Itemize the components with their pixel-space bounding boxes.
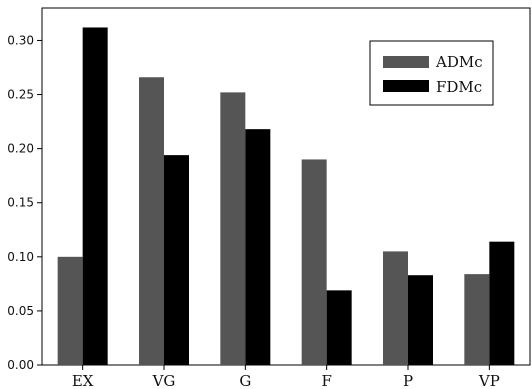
- bar-admc-vp: [464, 274, 490, 365]
- bar-fdmc-vp: [489, 241, 515, 365]
- y-tick-label: 0.20: [7, 142, 34, 156]
- bar-admc-f: [301, 159, 327, 365]
- x-tick-label: F: [321, 372, 331, 389]
- x-axis: EX VG G F P VP: [72, 365, 500, 389]
- y-tick-label: 0.15: [7, 196, 34, 210]
- legend-label-fdmc: FDMc: [436, 78, 482, 96]
- legend: ADMc FDMc: [369, 40, 494, 106]
- bar-admc-vg: [139, 77, 164, 366]
- x-tick-label: G: [239, 372, 251, 389]
- bar-admc-ex: [57, 256, 83, 365]
- bar-admc-g: [220, 92, 246, 365]
- bars: [57, 27, 515, 366]
- y-tick-label: 0.30: [7, 33, 34, 47]
- x-tick-label: VG: [152, 372, 176, 389]
- y-tick-label: 0.00: [7, 358, 34, 372]
- x-tick-label: P: [403, 372, 413, 389]
- legend-label-admc: ADMc: [435, 53, 483, 71]
- x-tick-label: VP: [478, 372, 500, 389]
- y-tick-label: 0.10: [7, 250, 34, 264]
- y-tick-label: 0.25: [7, 88, 34, 102]
- bar-fdmc-vg: [164, 155, 189, 365]
- legend-box: [369, 40, 494, 106]
- plot-frame: [41, 7, 531, 366]
- bar-fdmc-f: [326, 290, 352, 365]
- bar-fdmc-ex: [82, 27, 108, 366]
- legend-swatch-admc: [383, 56, 429, 68]
- x-tick-label: EX: [72, 372, 94, 389]
- legend-swatch-fdmc: [383, 80, 429, 92]
- y-axis: 0.00 0.05 0.10 0.15 0.20 0.25 0.30: [7, 33, 42, 372]
- bar-fdmc-p: [408, 275, 433, 365]
- bar-fdmc-g: [245, 129, 271, 365]
- y-tick-label: 0.05: [7, 304, 34, 318]
- bar-admc-p: [383, 251, 408, 365]
